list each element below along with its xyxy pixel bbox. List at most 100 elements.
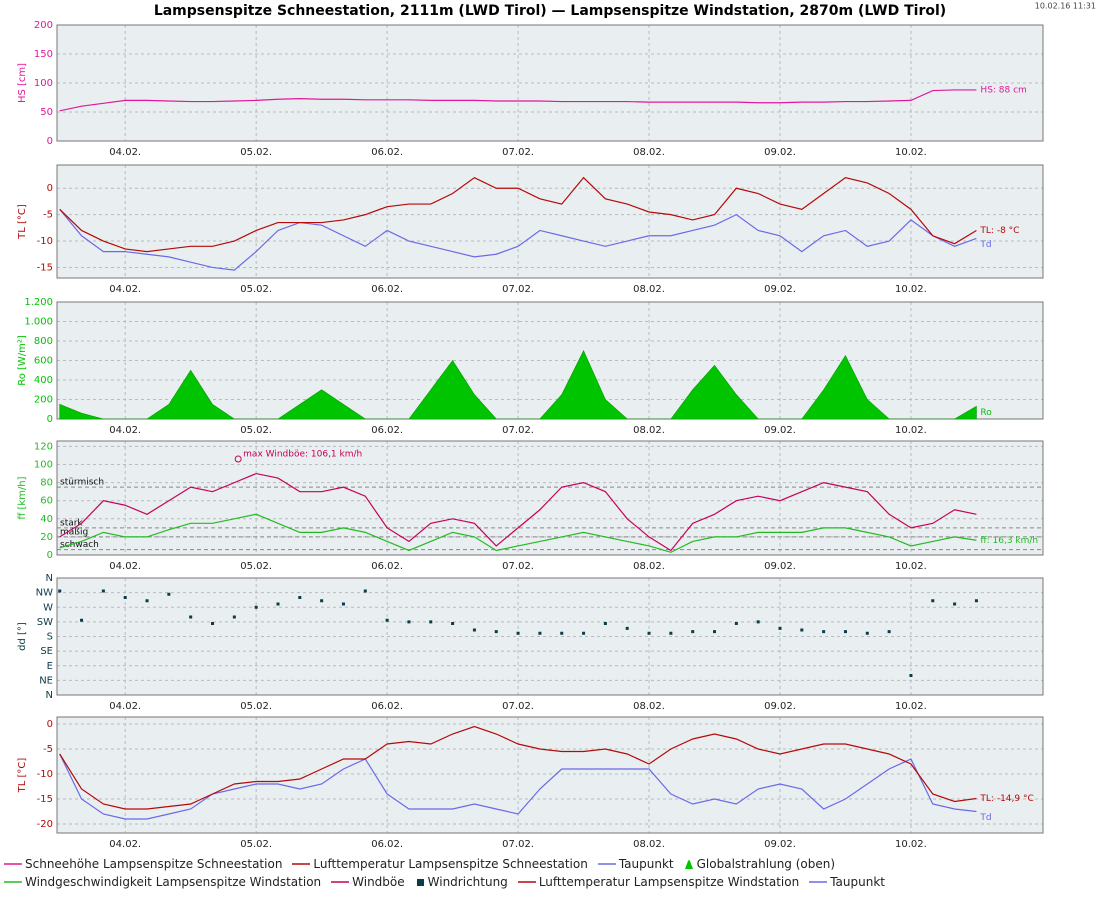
legend: Schneehöhe Lampsenspitze Schneestation Lu… — [4, 857, 1094, 889]
y-tick-label: S — [47, 632, 53, 643]
legend-label: Taupunkt — [618, 857, 674, 871]
legend-item: Lufttemperatur Lampsenspitze Schneestati… — [292, 857, 588, 871]
legend-symbol — [4, 863, 22, 865]
y-axis-label: dd [°] — [17, 622, 28, 651]
y-tick-label: 0 — [47, 550, 53, 561]
y-tick-label: -10 — [37, 769, 53, 780]
plot-area — [57, 717, 1043, 833]
legend-label: Windböe — [352, 875, 405, 889]
legend-item: Taupunkt — [809, 875, 885, 889]
legend-symbol — [331, 881, 350, 883]
timestamp: 10.02.16 11:31 — [1035, 2, 1096, 11]
legend-label: Windrichtung — [427, 875, 508, 889]
y-axis-label: TL [°C] — [17, 204, 28, 240]
y-tick-label: 0 — [47, 719, 53, 730]
x-tick-label: 10.02. — [895, 147, 927, 158]
x-tick-label: 04.02. — [109, 284, 141, 295]
scatter-point — [931, 599, 935, 603]
y-tick-label: 0 — [47, 183, 53, 194]
scatter-point — [953, 602, 957, 606]
series-line — [59, 208, 977, 271]
scatter-point — [822, 630, 826, 634]
x-tick-label: 09.02. — [764, 561, 796, 572]
x-tick-label: 07.02. — [502, 425, 534, 436]
x-tick-label: 06.02. — [371, 701, 403, 712]
scatter-point — [909, 674, 913, 677]
scatter-point — [603, 622, 607, 625]
y-tick-label: SW — [37, 617, 53, 628]
y-tick-label: -15 — [37, 262, 53, 273]
x-tick-label: 08.02. — [633, 701, 665, 712]
x-tick-label: 10.02. — [895, 701, 927, 712]
scatter-point — [80, 618, 84, 622]
reference-label: mäßig — [60, 527, 88, 537]
scatter-point — [516, 631, 520, 635]
scatter-point — [887, 630, 891, 634]
x-tick-label: 04.02. — [109, 425, 141, 436]
x-tick-label: 05.02. — [240, 284, 272, 295]
y-tick-label: 40 — [40, 514, 53, 525]
legend-item: Windrichtung — [415, 875, 508, 889]
scatter-point — [538, 631, 542, 635]
legend-symbol — [416, 879, 424, 886]
y-axis-label: TL [°C] — [17, 758, 28, 794]
x-tick-label: 09.02. — [764, 839, 796, 850]
scatter-point — [232, 615, 236, 619]
end-label: Ro — [980, 408, 992, 418]
y-tick-label: 1.000 — [24, 317, 53, 328]
y-tick-label: 150 — [34, 49, 53, 60]
scatter-point — [625, 626, 629, 630]
legend-item: Lufttemperatur Lampsenspitze Windstation — [517, 875, 800, 889]
series-line — [59, 725, 977, 810]
y-tick-label: -5 — [43, 210, 53, 221]
y-tick-label: 600 — [34, 356, 53, 367]
x-tick-label: 05.02. — [240, 147, 272, 158]
legend-item: Globalstrahlung (oben) — [684, 857, 835, 871]
end-label: HS: 88 cm — [980, 85, 1026, 95]
scatter-point — [582, 631, 586, 635]
scatter-point — [385, 618, 389, 622]
legend-symbol — [809, 881, 828, 883]
scatter-point — [101, 589, 105, 593]
legend-square — [416, 879, 424, 886]
legend-label: Lufttemperatur Lampsenspitze Schneestati… — [313, 857, 588, 871]
plot-frame — [56, 716, 1044, 834]
y-tick-label: 20 — [40, 532, 53, 543]
scatter-point — [865, 631, 869, 635]
x-tick-label: 04.02. — [109, 839, 141, 850]
scatter-point — [472, 628, 476, 632]
x-tick-label: 09.02. — [764, 284, 796, 295]
legend-label: Lufttemperatur Lampsenspitze Windstation — [538, 875, 800, 889]
plot-frame — [56, 577, 1044, 696]
x-tick-label: 04.02. — [109, 561, 141, 572]
plot-frame — [56, 24, 1044, 142]
x-tick-label: 04.02. — [109, 701, 141, 712]
x-tick-label: 09.02. — [764, 425, 796, 436]
legend-item: Taupunkt — [597, 857, 674, 871]
scatter-point — [778, 626, 782, 630]
x-tick-label: 10.02. — [895, 839, 927, 850]
y-axis-label: HS [cm] — [17, 63, 28, 103]
x-tick-label: 09.02. — [764, 147, 796, 158]
x-tick-label: 10.02. — [895, 561, 927, 572]
y-tick-label: -5 — [43, 744, 53, 755]
x-tick-label: 04.02. — [109, 147, 141, 158]
end-label: TL: -8 °C — [979, 226, 1019, 236]
x-tick-label: 08.02. — [633, 425, 665, 436]
scatter-point — [167, 592, 171, 596]
scatter-point — [145, 599, 149, 603]
y-tick-label: 800 — [34, 336, 53, 347]
scatter-point — [669, 631, 673, 635]
legend-label: Globalstrahlung (oben) — [696, 857, 836, 871]
series-area — [59, 350, 977, 420]
scatter-point — [123, 596, 127, 599]
scatter-point — [494, 630, 498, 634]
x-tick-label: 06.02. — [371, 425, 403, 436]
x-tick-label: 07.02. — [502, 561, 534, 572]
y-tick-label: SE — [40, 646, 53, 657]
annotation-marker — [234, 455, 242, 463]
end-label: ff: 16,3 km/h — [980, 536, 1038, 546]
series-line — [59, 513, 977, 553]
x-tick-label: 10.02. — [895, 425, 927, 436]
y-tick-label: 120 — [34, 441, 53, 452]
